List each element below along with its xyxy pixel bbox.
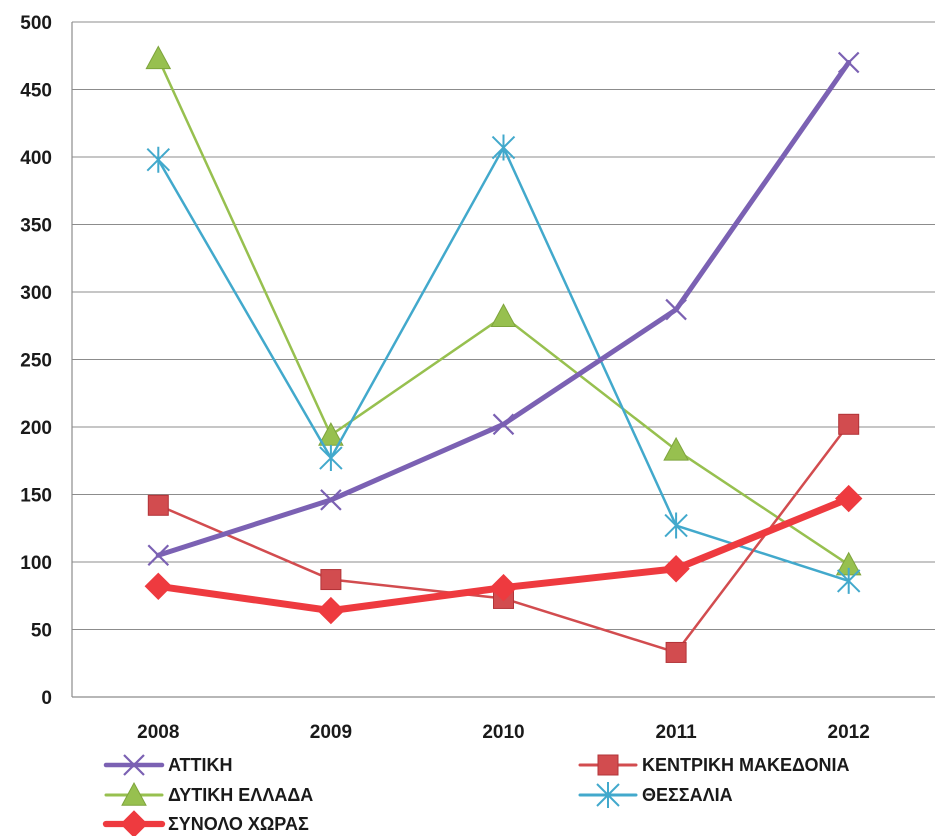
legend-label: ΣΥΝΟΛΟ ΧΩΡΑΣ [168,814,309,834]
y-tick-label: 500 [20,13,52,34]
gridlines [72,21,935,630]
data-point-marker [664,512,688,539]
legend-label: ΑΤΤΙΚΗ [168,755,233,775]
data-point-marker [836,567,861,594]
data-point-marker [146,146,171,173]
y-tick-label: 0 [41,688,52,709]
y-tick-label: 100 [20,553,52,574]
legend-swatch-marker [596,782,620,808]
data-point-marker [320,489,342,511]
data-point-marker [662,555,690,583]
data-point-marker [492,413,515,436]
x-tick-label: 2012 [828,722,870,743]
data-point-marker [837,51,860,74]
legend-item: ΣΥΝΟΛΟ ΧΩΡΑΣ [102,810,309,836]
y-tick-label: 200 [20,418,52,439]
data-point-marker [834,484,863,513]
y-tick-label: 400 [20,148,52,169]
series-5 [144,484,863,625]
data-point-marker [145,45,172,70]
legend-label: ΚΕΝΤΡΙΚΗ ΜΑΚΕΔΟΝΙΑ [642,755,849,775]
x-tick-label: 2009 [310,722,352,743]
x-tick-label: 2011 [655,722,697,743]
data-point-marker [147,494,169,516]
data-point-marker [838,413,860,435]
x-tick-label: 2008 [137,722,179,743]
legend-item: ΑΤΤΙΚΗ [103,754,233,776]
data-point-marker [147,544,170,567]
data-point-marker [320,569,342,591]
y-tick-label: 250 [20,351,52,372]
legend-swatch-marker [123,754,145,776]
legend: ΑΤΤΙΚΗ ΚΕΝΤΡΙΚΗ ΜΑΚΕΔΟΝΙΑ ΔΥΤΙΚΗ ΕΛΛΑΔΑ ΘΕΣ… [102,754,849,836]
legend-label: ΘΕΣΣΑΛΙΑ [642,785,733,805]
y-tick-label: 150 [20,486,52,507]
data-point-marker [489,573,518,602]
legend-swatch-marker [597,754,619,776]
legend-item: ΘΕΣΣΑΛΙΑ [578,782,733,808]
x-axis-tick-labels: 2008 2009 2010 2011 2012 [137,722,870,743]
legend-swatch-marker [120,810,148,836]
legend-swatch-marker [121,781,147,806]
y-tick-label: 450 [20,81,52,102]
data-point-marker [491,134,516,161]
series-1 [147,51,860,567]
y-axis-tick-labels: 0 50 100 150 200 250 300 350 400 450 500 [20,13,52,709]
axes [71,22,935,698]
series-group [144,45,863,663]
data-point-marker [665,298,687,321]
data-point-marker [665,641,687,663]
legend-item: ΚΕΝΤΡΙΚΗ ΜΑΚΕΔΟΝΙΑ [578,754,849,776]
data-point-marker [490,303,517,327]
x-tick-label: 2010 [482,722,524,743]
legend-label: ΔΥΤΙΚΗ ΕΛΛΑΔΑ [168,785,313,805]
data-point-marker [663,436,689,461]
y-tick-label: 50 [31,621,52,642]
data-point-marker [144,572,173,601]
y-tick-label: 300 [20,283,52,304]
y-tick-label: 350 [20,216,52,237]
series-3 [145,45,862,576]
data-point-marker [317,596,345,625]
data-point-marker [319,445,343,472]
legend-item: ΔΥΤΙΚΗ ΕΛΛΑΔΑ [104,781,313,806]
